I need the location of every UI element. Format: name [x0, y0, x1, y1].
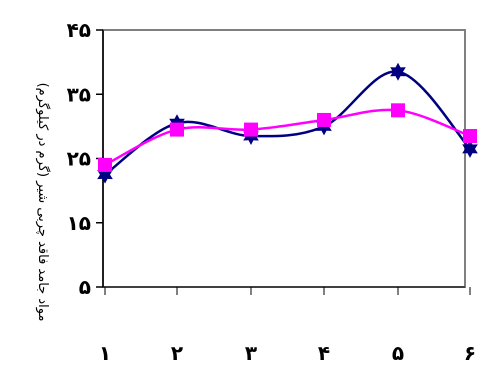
- series-2-point: [98, 157, 112, 172]
- series-2-point: [170, 122, 184, 137]
- series-2-point: [317, 112, 331, 127]
- plot-border: [102, 29, 466, 288]
- x-tick-label: ۳: [245, 341, 257, 365]
- series-1-line: [104, 70, 471, 176]
- x-tick-label: ۵: [392, 341, 404, 365]
- series-2-point: [391, 103, 405, 118]
- y-tick-label: ۳۵: [67, 82, 91, 106]
- series-2-point: [244, 122, 258, 137]
- series-2-point: [463, 129, 477, 144]
- y-tick-label: ۲۵: [67, 147, 91, 171]
- y-tick-label: ۴۵: [67, 18, 91, 42]
- y-tick-label: ۱۵: [67, 211, 91, 235]
- series-1-point: [462, 139, 478, 158]
- series-1-point: [390, 62, 406, 81]
- series-2-line: [104, 108, 471, 167]
- x-tick-label: ۶: [464, 341, 476, 365]
- y-tick-label: ۵: [79, 275, 91, 299]
- y-axis-label: مواد جامد فاقد چربی شیر (گرم در کیلوگرم): [35, 83, 51, 322]
- x-tick-label: ۱: [99, 341, 111, 365]
- x-tick-label: ۲: [171, 341, 183, 365]
- x-tick-label: ۴: [318, 341, 330, 365]
- series-1-point: [97, 165, 113, 184]
